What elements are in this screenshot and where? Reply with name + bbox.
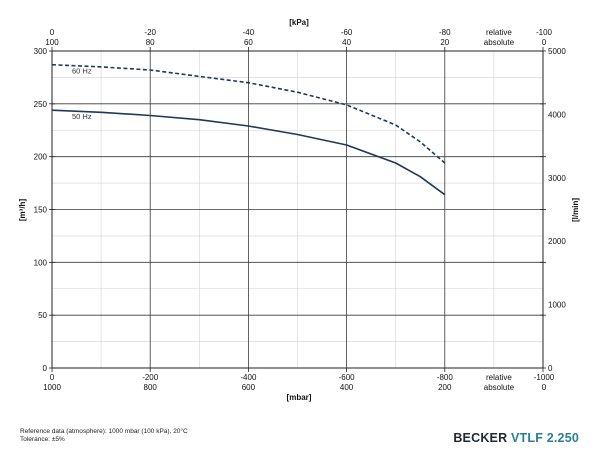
x-bottom-relative-label: relative [486, 373, 512, 382]
x-top-relative-tick-label: -40 [243, 28, 255, 37]
x-top-relative-tick-label: 0 [50, 28, 55, 37]
x-bottom-relative-tick-label: -400 [240, 373, 257, 382]
x-bottom-relative-tick-label: -800 [437, 373, 454, 382]
x-top-absolute-label: absolute [484, 38, 515, 47]
series-label: 60 Hz [72, 67, 92, 76]
y-right-tick-label: 5000 [548, 47, 566, 56]
x-top-absolute-tick-label: 80 [146, 38, 155, 47]
x-top-relative-tick-label: -80 [439, 28, 451, 37]
y-left-tick-label: 50 [38, 311, 47, 320]
x-top-absolute-tick-label: 60 [244, 38, 253, 47]
left-axis-title: [m³/h] [18, 199, 27, 222]
x-top-relative-label: relative [486, 28, 512, 37]
tolerance-note: Tolerance: ±5% [20, 436, 65, 443]
reference-note: Reference data (atmosphere): 1000 mbar (… [20, 428, 188, 435]
x-bottom-relative-end: -1000 [534, 373, 555, 382]
y-right-tick-label: 2000 [548, 237, 566, 246]
x-top-absolute-end: 0 [542, 38, 547, 47]
y-left-tick-label: 100 [34, 258, 48, 267]
x-top-absolute-tick-label: 40 [342, 38, 351, 47]
y-right-tick-label: 3000 [548, 174, 566, 183]
x-bottom-absolute-end: 0 [542, 383, 547, 392]
series-line-50-hz [51, 109, 446, 196]
x-bottom-relative-tick-label: 0 [50, 373, 55, 382]
x-bottom-relative-tick-label: -200 [142, 373, 159, 382]
y-left-tick-label: 200 [34, 153, 48, 162]
y-right-tick-label: 4000 [548, 110, 566, 119]
grid-lines [52, 51, 543, 368]
bottom-axis-title: [mbar] [287, 393, 312, 402]
x-top-relative-end: -100 [536, 28, 553, 37]
y-right-tick-label: 0 [548, 364, 553, 373]
x-bottom-absolute-tick-label: 200 [438, 383, 452, 392]
series-label: 50 Hz [72, 112, 92, 121]
x-bottom-absolute-tick-label: 600 [242, 383, 256, 392]
x-bottom-absolute-tick-label: 800 [144, 383, 158, 392]
y-left-tick-label: 0 [43, 364, 48, 373]
x-bottom-relative-tick-label: -600 [339, 373, 356, 382]
top-axis-title: [kPa] [289, 18, 309, 27]
series-lines: 60 Hz 50 Hz [51, 63, 446, 196]
tick-labels: 0501001502002503000100020003000400050000… [34, 28, 567, 392]
x-bottom-absolute-tick-label: 1000 [43, 383, 61, 392]
brand-logo: BECKER VTLF 2.250 [453, 431, 579, 445]
brand-primary: BECKER [453, 431, 508, 445]
x-bottom-absolute-tick-label: 400 [340, 383, 354, 392]
right-axis-title: [l/min] [571, 198, 580, 222]
x-top-absolute-tick-label: 20 [440, 38, 449, 47]
y-right-tick-label: 1000 [548, 301, 566, 310]
brand-model: VTLF 2.250 [511, 431, 579, 445]
x-top-absolute-tick-label: 100 [45, 38, 59, 47]
series-line-60-hz [51, 63, 446, 164]
y-left-tick-label: 300 [34, 47, 48, 56]
y-left-tick-label: 150 [34, 206, 48, 215]
x-top-relative-tick-label: -60 [341, 28, 353, 37]
x-bottom-absolute-label: absolute [484, 383, 515, 392]
y-left-tick-label: 250 [34, 100, 48, 109]
x-top-relative-tick-label: -20 [144, 28, 156, 37]
axes [49, 47, 546, 372]
